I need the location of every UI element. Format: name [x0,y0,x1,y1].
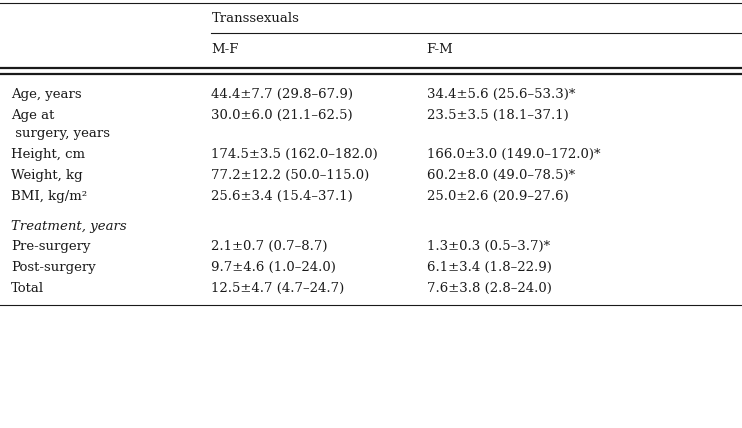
Text: Transsexuals: Transsexuals [211,12,299,25]
Text: 34.4±5.6 (25.6–53.3)*: 34.4±5.6 (25.6–53.3)* [427,88,575,101]
Text: Age at: Age at [11,109,54,122]
Text: BMI, kg/m²: BMI, kg/m² [11,190,88,203]
Text: 60.2±8.0 (49.0–78.5)*: 60.2±8.0 (49.0–78.5)* [427,169,575,182]
Text: 12.5±4.7 (4.7–24.7): 12.5±4.7 (4.7–24.7) [211,282,345,295]
Text: 166.0±3.0 (149.0–172.0)*: 166.0±3.0 (149.0–172.0)* [427,148,600,161]
Text: Post-surgery: Post-surgery [11,261,96,274]
Text: F-M: F-M [427,43,453,56]
Text: Age, years: Age, years [11,88,82,101]
Text: Total: Total [11,282,45,295]
Text: 23.5±3.5 (18.1–37.1): 23.5±3.5 (18.1–37.1) [427,109,568,122]
Text: 44.4±7.7 (29.8–67.9): 44.4±7.7 (29.8–67.9) [211,88,353,101]
Text: 7.6±3.8 (2.8–24.0): 7.6±3.8 (2.8–24.0) [427,282,551,295]
Text: Height, cm: Height, cm [11,148,85,161]
Text: 174.5±3.5 (162.0–182.0): 174.5±3.5 (162.0–182.0) [211,148,378,161]
Text: 2.1±0.7 (0.7–8.7): 2.1±0.7 (0.7–8.7) [211,240,328,253]
Text: M-F: M-F [211,43,239,56]
Text: Treatment, years: Treatment, years [11,220,127,233]
Text: 6.1±3.4 (1.8–22.9): 6.1±3.4 (1.8–22.9) [427,261,551,274]
Text: 1.3±0.3 (0.5–3.7)*: 1.3±0.3 (0.5–3.7)* [427,240,550,253]
Text: 25.6±3.4 (15.4–37.1): 25.6±3.4 (15.4–37.1) [211,190,353,203]
Text: 9.7±4.6 (1.0–24.0): 9.7±4.6 (1.0–24.0) [211,261,336,274]
Text: Weight, kg: Weight, kg [11,169,83,182]
Text: surgery, years: surgery, years [11,127,110,140]
Text: Pre-surgery: Pre-surgery [11,240,91,253]
Text: 30.0±6.0 (21.1–62.5): 30.0±6.0 (21.1–62.5) [211,109,353,122]
Text: 25.0±2.6 (20.9–27.6): 25.0±2.6 (20.9–27.6) [427,190,568,203]
Text: 77.2±12.2 (50.0–115.0): 77.2±12.2 (50.0–115.0) [211,169,370,182]
